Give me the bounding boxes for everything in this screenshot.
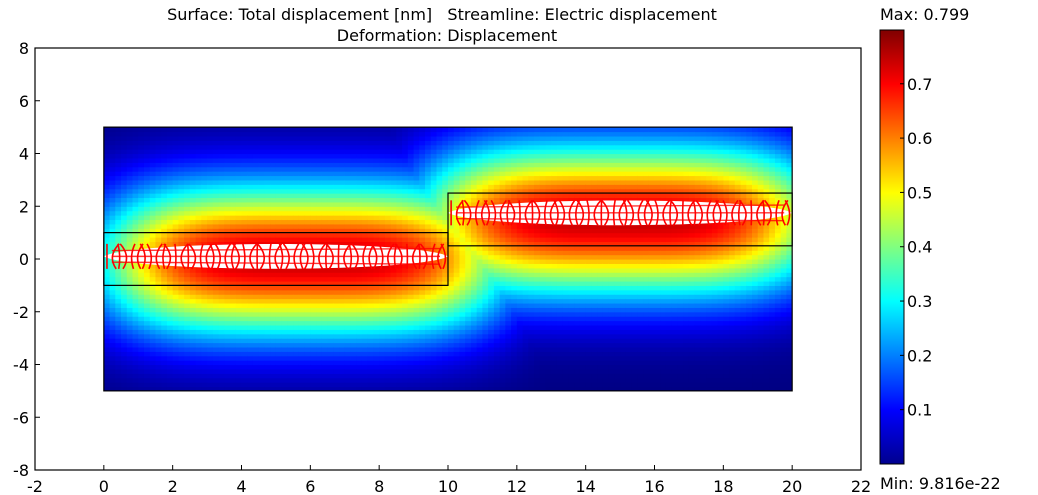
colorbar-max-label: Max: 0.799 — [880, 5, 969, 24]
y-tick-label: -2 — [13, 303, 29, 322]
y-tick-label: -8 — [13, 461, 29, 480]
y-tick-label: -6 — [13, 408, 29, 427]
x-tick-label: 14 — [575, 477, 595, 495]
colorbar-ticks: 0.1 0.2 0.3 0.4 0.5 0.6 0.7 — [900, 75, 932, 420]
x-tick-label: 16 — [644, 477, 664, 495]
chart-subtitle: Deformation: Displacement — [337, 26, 557, 45]
x-tick-label: 12 — [507, 477, 527, 495]
colorbar-tick-label: 0.2 — [907, 346, 932, 365]
x-axis: -2 0 2 4 6 8 10 12 14 16 18 20 22 — [27, 465, 871, 495]
colorbar-tick-label: 0.7 — [907, 75, 932, 94]
y-tick-label: 6 — [19, 92, 29, 111]
y-tick-label: -4 — [13, 356, 29, 375]
colorbar-tick-label: 0.6 — [907, 129, 932, 148]
y-tick-label: 0 — [19, 250, 29, 269]
colorbar-min-label: Min: 9.816e-22 — [880, 474, 1001, 493]
x-tick-label: 6 — [305, 477, 315, 495]
colorbar-tick-label: 0.1 — [907, 401, 932, 420]
x-tick-label: 10 — [438, 477, 458, 495]
colorbar-tick-label: 0.5 — [907, 183, 932, 202]
x-tick-label: 22 — [851, 477, 871, 495]
y-tick-label: 2 — [19, 197, 29, 216]
colorbar-tick-label: 0.4 — [907, 238, 932, 257]
colorbar-tick-label: 0.3 — [907, 292, 932, 311]
x-tick-label: 18 — [713, 477, 733, 495]
x-tick-label: 0 — [99, 477, 109, 495]
x-tick-label: 8 — [374, 477, 384, 495]
y-tick-label: 8 — [19, 39, 29, 58]
x-tick-label: -2 — [27, 477, 43, 495]
y-tick-label: 4 — [19, 145, 29, 164]
streamlines — [103, 199, 793, 270]
y-axis: -8 -6 -4 -2 0 2 4 6 8 — [13, 39, 40, 480]
geometry-outlines — [103, 126, 793, 392]
chart-title: Surface: Total displacement [nm] Streaml… — [167, 5, 717, 24]
x-tick-label: 4 — [236, 477, 246, 495]
x-tick-label: 2 — [168, 477, 178, 495]
x-tick-label: 20 — [782, 477, 802, 495]
